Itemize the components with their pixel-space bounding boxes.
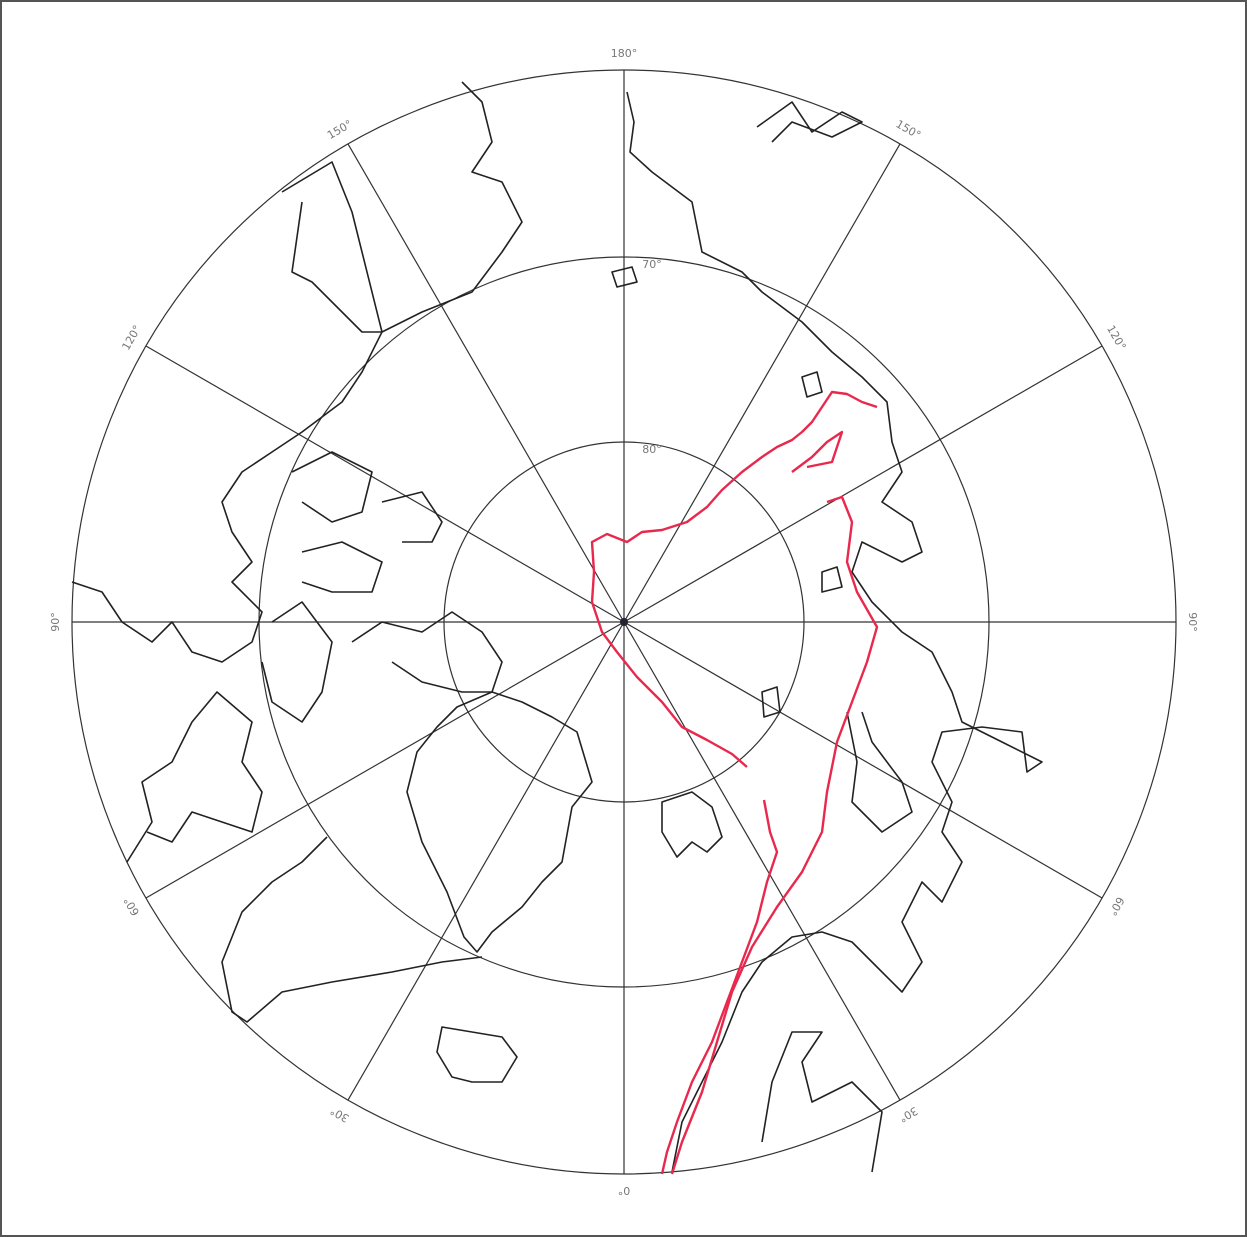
coastline bbox=[281, 161, 383, 333]
island bbox=[661, 791, 723, 858]
meridian-label: 60° bbox=[1106, 895, 1127, 918]
meridian-label: 180° bbox=[611, 47, 638, 60]
track bbox=[791, 430, 844, 473]
meridian-label: 90° bbox=[1186, 612, 1199, 632]
meridian bbox=[623, 621, 1103, 899]
coastline bbox=[756, 101, 863, 143]
meridian-label: 120° bbox=[1104, 323, 1129, 352]
meridian bbox=[347, 143, 625, 623]
meridian bbox=[347, 621, 625, 1101]
coastline bbox=[261, 601, 333, 723]
island bbox=[436, 1026, 518, 1083]
island bbox=[761, 686, 781, 718]
tracks bbox=[590, 390, 879, 1175]
island bbox=[611, 266, 638, 288]
meridian-label: 30° bbox=[328, 1104, 351, 1125]
meridian-label: 120° bbox=[119, 323, 144, 352]
pole bbox=[620, 618, 628, 626]
meridian-label: 150° bbox=[325, 117, 354, 142]
coastlines bbox=[71, 81, 1043, 1173]
coastline bbox=[221, 836, 483, 1023]
meridian bbox=[623, 621, 901, 1101]
meridian-label: 150° bbox=[894, 117, 923, 142]
meridian-label: 60° bbox=[121, 895, 142, 918]
meridian-label: 0° bbox=[618, 1184, 631, 1197]
coastline bbox=[381, 491, 443, 543]
meridian-label: 30° bbox=[897, 1104, 920, 1125]
coastline bbox=[291, 451, 373, 523]
parallel-label: 80° bbox=[642, 443, 662, 456]
meridian bbox=[145, 345, 625, 623]
greenland bbox=[406, 691, 593, 953]
track bbox=[590, 390, 878, 768]
coastline bbox=[71, 81, 523, 663]
coastline bbox=[761, 1031, 883, 1173]
track bbox=[670, 495, 879, 1175]
parallel-label: 70° bbox=[642, 258, 662, 271]
meridian bbox=[623, 143, 901, 623]
meridian-label: 90° bbox=[49, 612, 62, 632]
coastline bbox=[126, 691, 263, 863]
meridian bbox=[623, 345, 1103, 623]
coastline bbox=[626, 91, 1043, 1173]
coastline bbox=[351, 611, 503, 693]
island bbox=[801, 371, 823, 398]
island bbox=[821, 566, 843, 593]
coastline bbox=[846, 711, 913, 833]
track bbox=[660, 799, 779, 1175]
coastline bbox=[301, 541, 383, 593]
meridian bbox=[145, 621, 625, 899]
